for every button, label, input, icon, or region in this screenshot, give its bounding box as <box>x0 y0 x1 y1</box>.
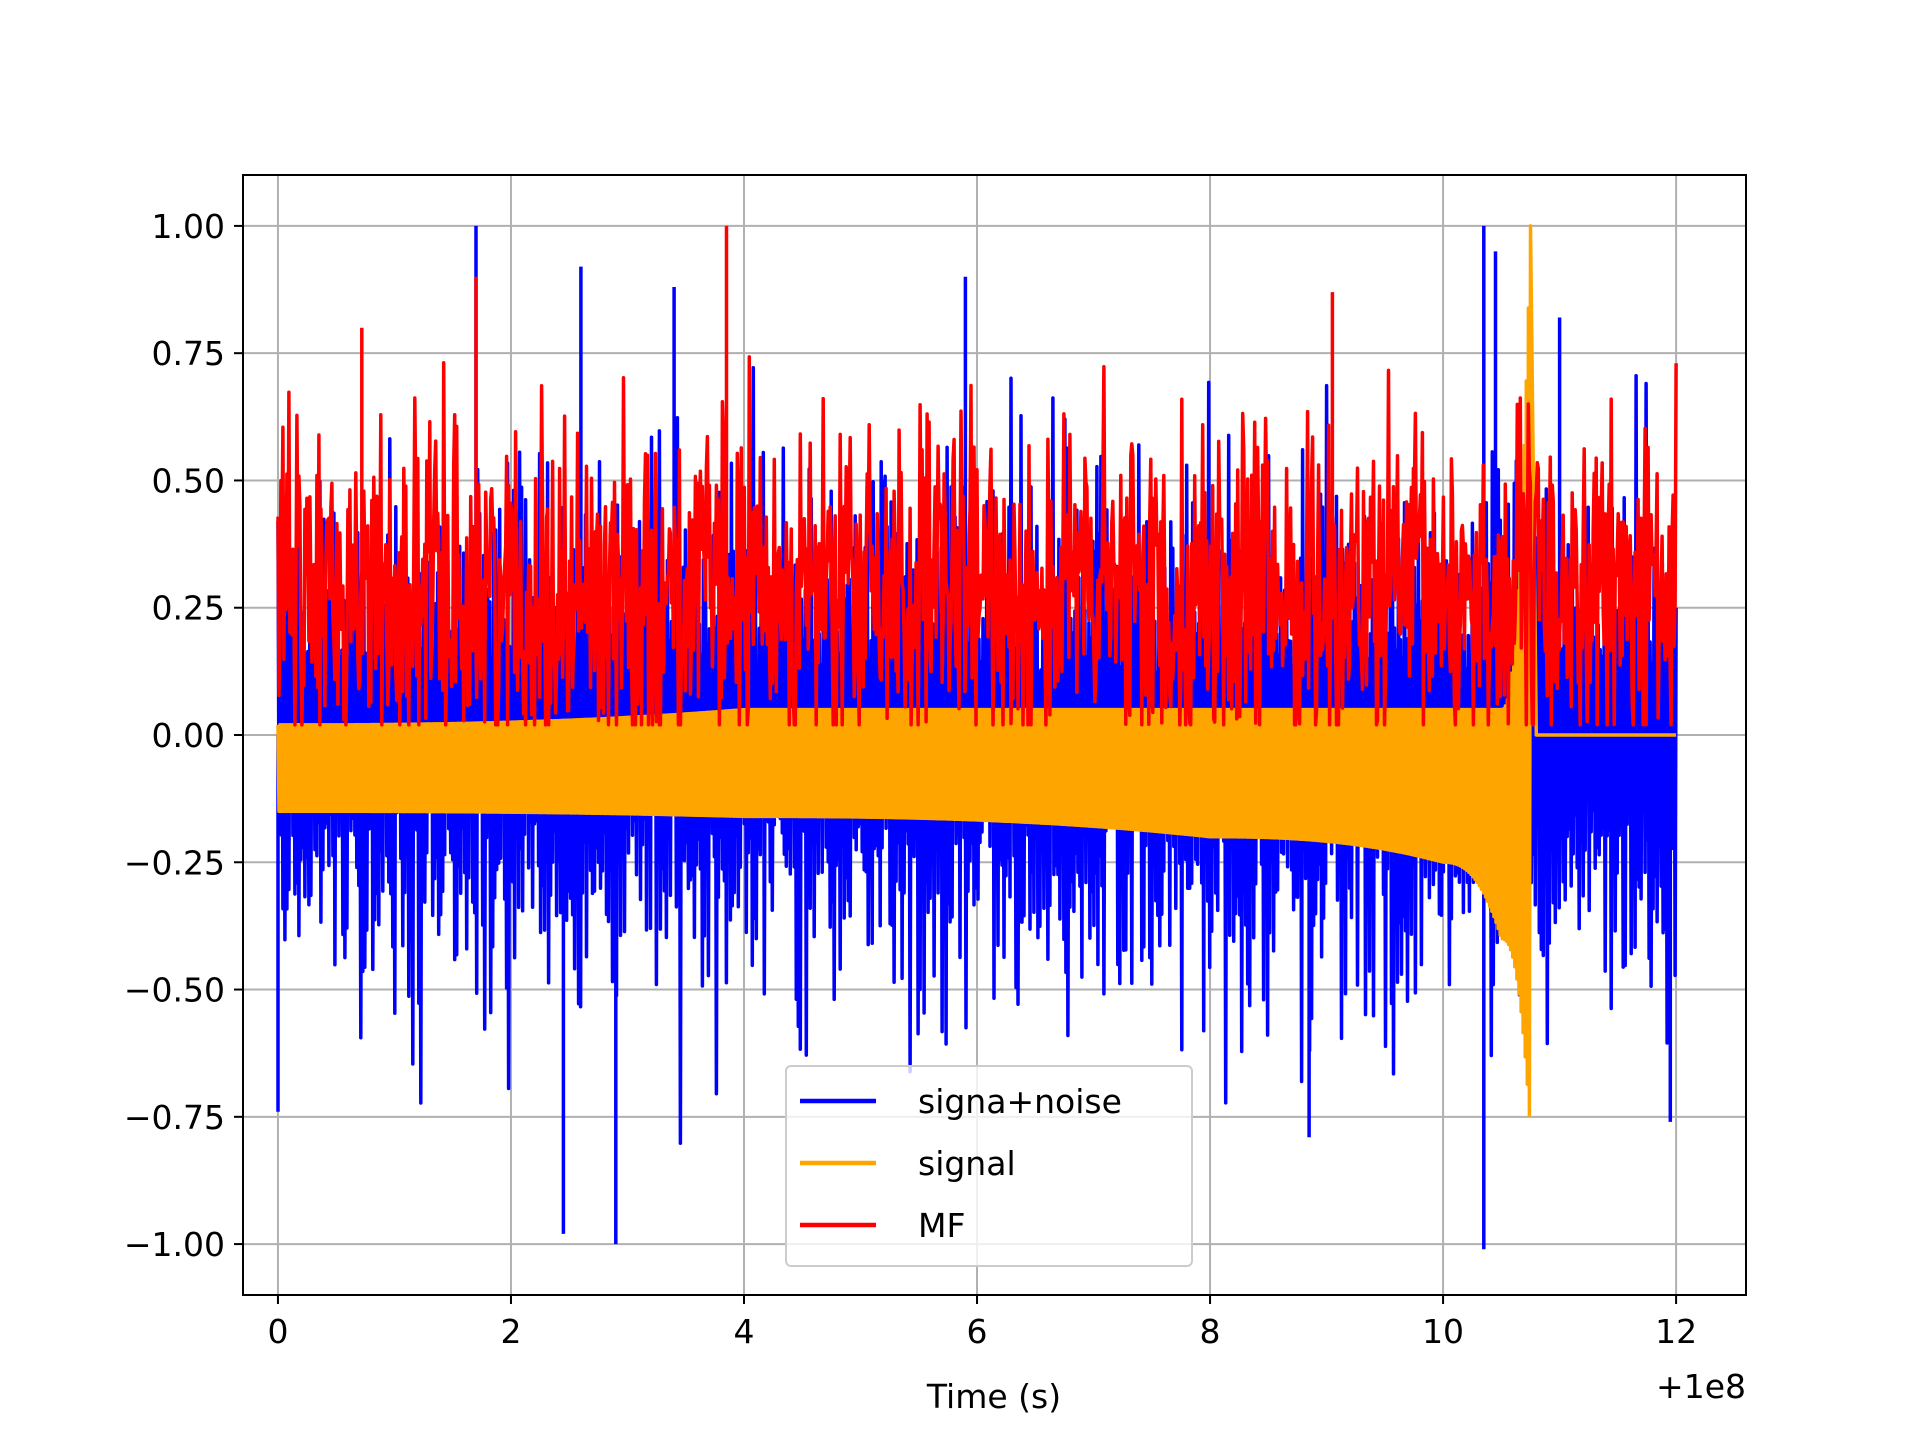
series-mf-line <box>276 225 1678 727</box>
legend-box <box>785 1065 1193 1267</box>
y-tick-label-7: −0.75 <box>124 1098 225 1137</box>
y-tick-label-3: 0.25 <box>152 589 225 628</box>
y-tick-label-4: 0.00 <box>152 716 225 755</box>
y-tick-label-0: 1.00 <box>152 207 225 246</box>
x-axis-label: Time (s) <box>926 1377 1061 1416</box>
x-offset-label: +1e8 <box>1656 1367 1746 1406</box>
y-tick-label-2: 0.50 <box>152 461 225 500</box>
x-tick-label-2: 4 <box>734 1312 755 1351</box>
y-tick-label-1: 0.75 <box>152 334 225 373</box>
y-tick-label-8: −1.00 <box>124 1225 225 1264</box>
x-tick-label-3: 6 <box>967 1312 988 1351</box>
x-tick-label-5: 10 <box>1422 1312 1464 1351</box>
legend-label-1: signal <box>918 1144 1016 1183</box>
y-tick-label-6: −0.50 <box>124 971 225 1010</box>
series-signal-line <box>276 224 1677 1117</box>
x-tick-label-4: 8 <box>1200 1312 1221 1351</box>
plot-area <box>276 224 1678 1250</box>
legend-label-0: signa+noise <box>918 1082 1122 1121</box>
x-tick-label-1: 2 <box>500 1312 521 1351</box>
y-tick-label-5: −0.25 <box>124 843 225 882</box>
legend-label-2: MF <box>918 1206 965 1245</box>
x-tick-label-6: 12 <box>1655 1312 1697 1351</box>
ticks: 0 2 4 6 8 10 12 1.00 0.75 0.50 0.25 0.00 −0.25 −0.50 −… <box>124 207 1697 1351</box>
x-tick-label-0: 0 <box>267 1312 288 1351</box>
legend: signa+noise signal MF <box>785 1065 1193 1267</box>
